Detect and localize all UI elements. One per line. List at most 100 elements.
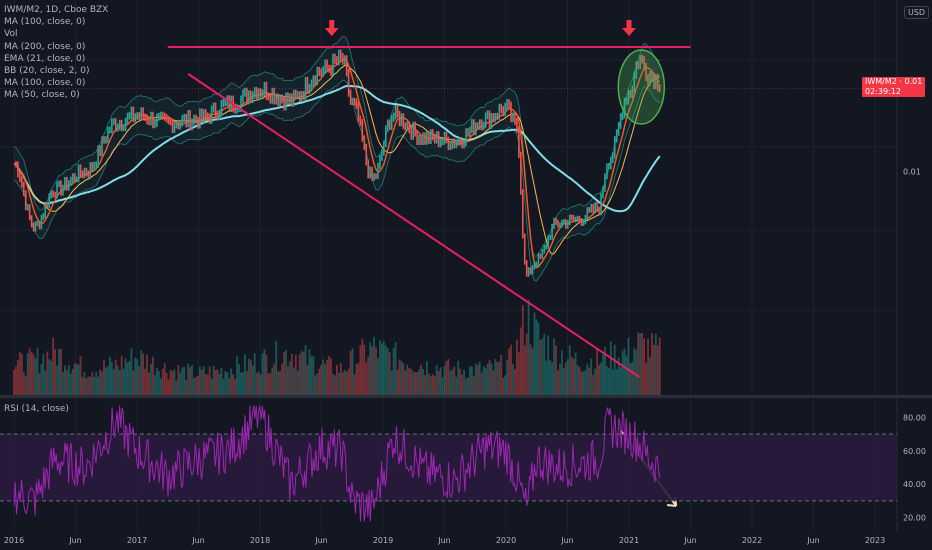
volume-bar bbox=[568, 345, 571, 395]
volume-bar bbox=[641, 333, 644, 395]
rsi-y-tick-label: 80.00 bbox=[903, 413, 926, 422]
volume-bar bbox=[210, 378, 213, 395]
volume-bar bbox=[349, 351, 352, 395]
volume-bar bbox=[269, 372, 272, 395]
volume-bar bbox=[298, 354, 301, 395]
volume-bar bbox=[177, 365, 180, 395]
volume-bar bbox=[339, 362, 342, 395]
volume-bar bbox=[470, 366, 473, 395]
volume-bar bbox=[187, 363, 190, 395]
volume-bar bbox=[623, 348, 626, 395]
volume-bar bbox=[232, 374, 235, 395]
volume-bar bbox=[216, 369, 219, 395]
bollinger-fill bbox=[14, 36, 660, 281]
volume-bar bbox=[476, 365, 479, 395]
volume-bar bbox=[144, 368, 147, 395]
volume-bar bbox=[351, 348, 354, 395]
volume-bar bbox=[105, 367, 107, 395]
volume-bar bbox=[108, 356, 111, 395]
indicator-ma100-2[interactable]: MA (100, close, 0) bbox=[4, 78, 86, 89]
volume-bar bbox=[191, 365, 193, 395]
volume-bar bbox=[48, 359, 51, 395]
volume-bar bbox=[62, 372, 64, 395]
volume-bar bbox=[183, 366, 186, 395]
volume-bar bbox=[267, 373, 270, 395]
ma50-line bbox=[13, 64, 660, 255]
volume-bars bbox=[13, 299, 661, 395]
volume-bar bbox=[161, 368, 164, 395]
volume-bar bbox=[576, 365, 579, 395]
volume-bar bbox=[422, 368, 424, 395]
x-tick-label: 2018 bbox=[250, 536, 270, 545]
volume-bar bbox=[15, 366, 17, 395]
rsi-title[interactable]: RSI (14, close) bbox=[4, 404, 69, 414]
volume-bar bbox=[226, 372, 229, 395]
indicator-ma100[interactable]: MA (100, close, 0) bbox=[4, 17, 86, 28]
volume-bar bbox=[330, 358, 332, 395]
rsi-y-tick-label: 20.00 bbox=[903, 514, 926, 523]
volume-bar bbox=[341, 372, 344, 395]
arrow-head bbox=[622, 28, 636, 36]
volume-bar bbox=[52, 337, 55, 395]
volume-bar bbox=[410, 368, 413, 395]
descending-trendline bbox=[187, 73, 640, 378]
volume-bar bbox=[265, 354, 268, 395]
indicator-ema21[interactable]: EMA (21, close, 0) bbox=[4, 53, 86, 64]
indicator-ma200[interactable]: MA (200, close, 0) bbox=[4, 41, 86, 52]
volume-bar bbox=[87, 376, 90, 395]
volume-bar bbox=[198, 366, 201, 395]
indicator-ma50[interactable]: MA (50, close, 0) bbox=[4, 90, 80, 101]
volume-bar bbox=[146, 354, 148, 395]
volume-bar bbox=[445, 360, 448, 395]
volume-bar bbox=[58, 348, 60, 395]
volume-bar bbox=[390, 370, 393, 395]
volume-bar bbox=[459, 368, 462, 395]
volume-bar bbox=[492, 370, 495, 395]
volume-bar bbox=[300, 350, 303, 395]
symbol-title[interactable]: IWM/M2, 1D, Cboe BZX bbox=[4, 5, 109, 15]
indicator-bb[interactable]: BB (20, close, 2, 0) bbox=[4, 66, 90, 77]
x-tick-label: Jun bbox=[314, 536, 328, 545]
volume-bar bbox=[367, 356, 370, 395]
volume-bar bbox=[357, 362, 360, 395]
volume-bar bbox=[527, 299, 530, 395]
indicator-vol[interactable]: Vol bbox=[4, 29, 18, 40]
volume-bar bbox=[218, 373, 221, 395]
volume-bar bbox=[594, 368, 597, 395]
volume-bar bbox=[81, 376, 84, 395]
volume-bar bbox=[651, 333, 653, 395]
volume-bar bbox=[324, 364, 327, 395]
volume-bar bbox=[167, 379, 170, 395]
volume-bar bbox=[388, 352, 391, 395]
volume-bar bbox=[645, 362, 647, 395]
volume-bar bbox=[234, 378, 237, 395]
volume-bar bbox=[408, 368, 411, 395]
volume-bar bbox=[555, 345, 557, 395]
volume-bar bbox=[236, 356, 238, 395]
volume-bar bbox=[322, 359, 325, 395]
volume-bar bbox=[112, 369, 115, 395]
volume-bar bbox=[253, 353, 256, 395]
volume-bar bbox=[539, 339, 542, 395]
volume-bar bbox=[382, 341, 385, 395]
annotations bbox=[0, 20, 897, 507]
volume-bar bbox=[54, 349, 56, 395]
volume-bar bbox=[337, 373, 340, 395]
volume-bar bbox=[320, 365, 323, 395]
volume-bar bbox=[431, 374, 434, 395]
volume-bar bbox=[65, 370, 68, 395]
volume-bar bbox=[71, 368, 74, 395]
volume-bar bbox=[617, 357, 620, 395]
currency-button[interactable]: USD bbox=[904, 6, 930, 19]
x-tick-label: 2017 bbox=[127, 536, 147, 545]
volume-bar bbox=[132, 370, 135, 395]
volume-bar bbox=[647, 338, 649, 395]
volume-bar bbox=[18, 352, 21, 395]
volume-bar bbox=[379, 340, 381, 395]
volume-bar bbox=[60, 349, 62, 395]
volume-bar bbox=[433, 376, 436, 395]
x-tick-label: 2023 bbox=[865, 536, 885, 545]
volume-bar bbox=[621, 351, 624, 395]
rsi-y-tick-label: 40.00 bbox=[903, 480, 926, 489]
